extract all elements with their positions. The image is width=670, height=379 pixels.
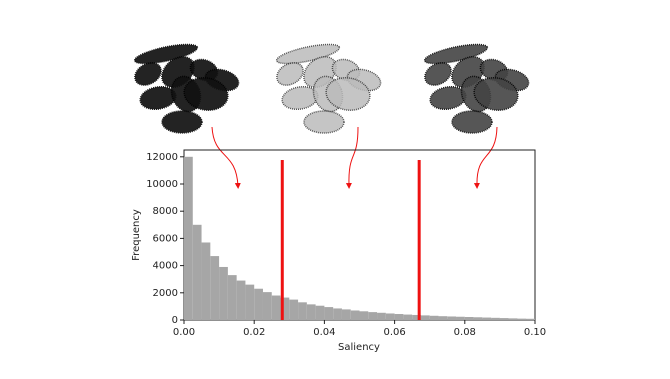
bar — [210, 256, 220, 320]
x-tick-label: 0.10 — [524, 327, 546, 338]
bar — [324, 307, 334, 320]
image-blob — [134, 62, 162, 86]
bar — [394, 314, 404, 320]
bar — [368, 312, 378, 320]
y-tick-label: 6000 — [153, 233, 178, 244]
x-tick-label: 0.06 — [383, 327, 405, 338]
bar — [526, 318, 535, 320]
arrow — [473, 126, 498, 189]
bar — [289, 299, 299, 320]
bar — [429, 315, 439, 320]
image-blob — [183, 77, 229, 111]
bar — [412, 314, 421, 320]
bar — [184, 156, 193, 320]
y-axis-label: Frequency — [131, 209, 142, 261]
bar — [227, 275, 237, 320]
y-tick-label: 2000 — [153, 288, 178, 299]
x-tick-label: 0.02 — [243, 327, 265, 338]
image-blob — [423, 43, 489, 65]
bar — [508, 318, 518, 320]
bar — [482, 317, 492, 320]
bar — [499, 318, 509, 320]
bar — [341, 309, 351, 320]
bar — [438, 316, 448, 320]
bar — [447, 316, 457, 320]
image-blob — [325, 77, 371, 111]
bar — [377, 312, 386, 320]
image-blob — [451, 110, 493, 134]
bar — [306, 304, 316, 320]
bar — [456, 316, 465, 320]
saliency-images — [133, 43, 530, 134]
bar — [271, 295, 281, 320]
x-tick-label: 0.08 — [454, 327, 476, 338]
arrow — [345, 126, 359, 189]
y-tick-label: 4000 — [153, 261, 178, 272]
bar — [517, 318, 527, 320]
y-tick-label: 0 — [172, 315, 178, 326]
image-blob — [133, 43, 199, 65]
bar — [254, 288, 263, 320]
bar — [280, 297, 290, 320]
bar — [350, 310, 360, 320]
y-tick-label: 12000 — [146, 152, 178, 163]
bar — [385, 313, 395, 320]
image-blob — [161, 110, 203, 134]
bar — [236, 280, 246, 320]
image-blob — [276, 62, 304, 86]
bar — [491, 317, 500, 320]
bar — [315, 305, 325, 320]
image-blob — [303, 110, 345, 134]
x-tick-label: 0.04 — [313, 327, 335, 338]
bar — [359, 311, 369, 320]
x-tick-label: 0.00 — [173, 327, 195, 338]
y-tick-label: 8000 — [153, 206, 178, 217]
bar — [333, 308, 342, 320]
image-blob — [473, 77, 519, 111]
bar — [262, 292, 272, 320]
y-tick-label: 10000 — [146, 179, 178, 190]
bar — [403, 314, 413, 320]
x-axis-label: Saliency — [338, 342, 380, 353]
bar — [245, 284, 255, 320]
bar — [219, 266, 228, 320]
arrow — [211, 126, 241, 189]
bar — [464, 317, 474, 320]
bar — [420, 315, 430, 320]
bar — [298, 302, 307, 320]
bar — [201, 242, 211, 320]
image-blob — [275, 43, 341, 65]
bar — [473, 317, 483, 320]
image-blob — [424, 62, 452, 86]
bar — [192, 224, 202, 320]
